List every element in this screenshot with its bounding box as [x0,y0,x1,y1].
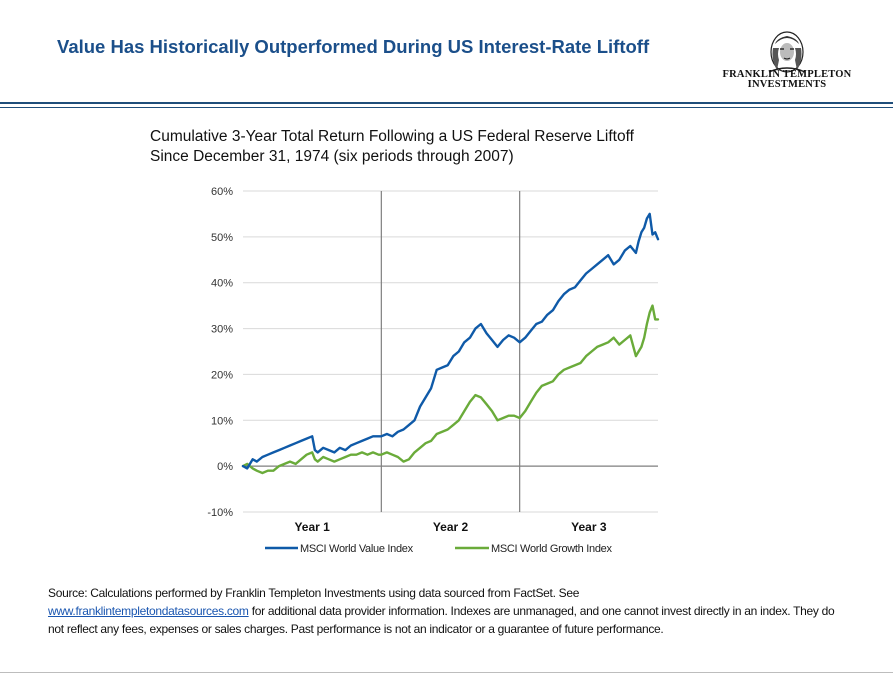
chart-title: Cumulative 3-Year Total Return Following… [150,128,634,145]
y-tick-label: 20% [211,369,233,381]
franklin-portrait-logo [768,31,806,73]
source-suffix: for additional data provider information… [48,604,835,636]
header-rule-thin [0,107,893,108]
legend-label: MSCI World Growth Index [491,543,612,555]
y-tick-label: 50% [211,232,233,244]
footer-rule [0,672,893,673]
x-category-label: Year 3 [571,520,607,534]
y-tick-label: 60% [211,186,233,198]
header-rule [0,102,893,104]
chart-title-block: Cumulative 3-Year Total Return Following… [150,127,634,167]
source-prefix: Source: Calculations performed by Frankl… [48,586,580,600]
y-tick-label: 30% [211,324,233,336]
y-tick-label: 40% [211,278,233,290]
y-tick-label: -10% [207,507,233,519]
legend-label: MSCI World Value Index [300,543,414,555]
series-line-growth [241,304,660,475]
source-note: Source: Calculations performed by Frankl… [48,584,838,638]
brand-line-2: INVESTMENTS [747,79,827,90]
series-line-value [241,212,660,470]
x-category-label: Year 1 [294,520,330,534]
brand-line-1: FRANKLIN TEMPLETON [722,69,852,80]
chart-subtitle: Since December 31, 1974 (six periods thr… [150,148,514,165]
brand-name: FRANKLIN TEMPLETON INVESTMENTS [716,69,858,90]
page-title: Value Has Historically Outperformed Duri… [57,36,650,57]
source-link[interactable]: www.franklintempletondatasources.com [48,604,249,618]
x-category-label: Year 2 [433,520,469,534]
y-tick-label: 0% [217,461,233,473]
y-tick-label: 10% [211,415,233,427]
